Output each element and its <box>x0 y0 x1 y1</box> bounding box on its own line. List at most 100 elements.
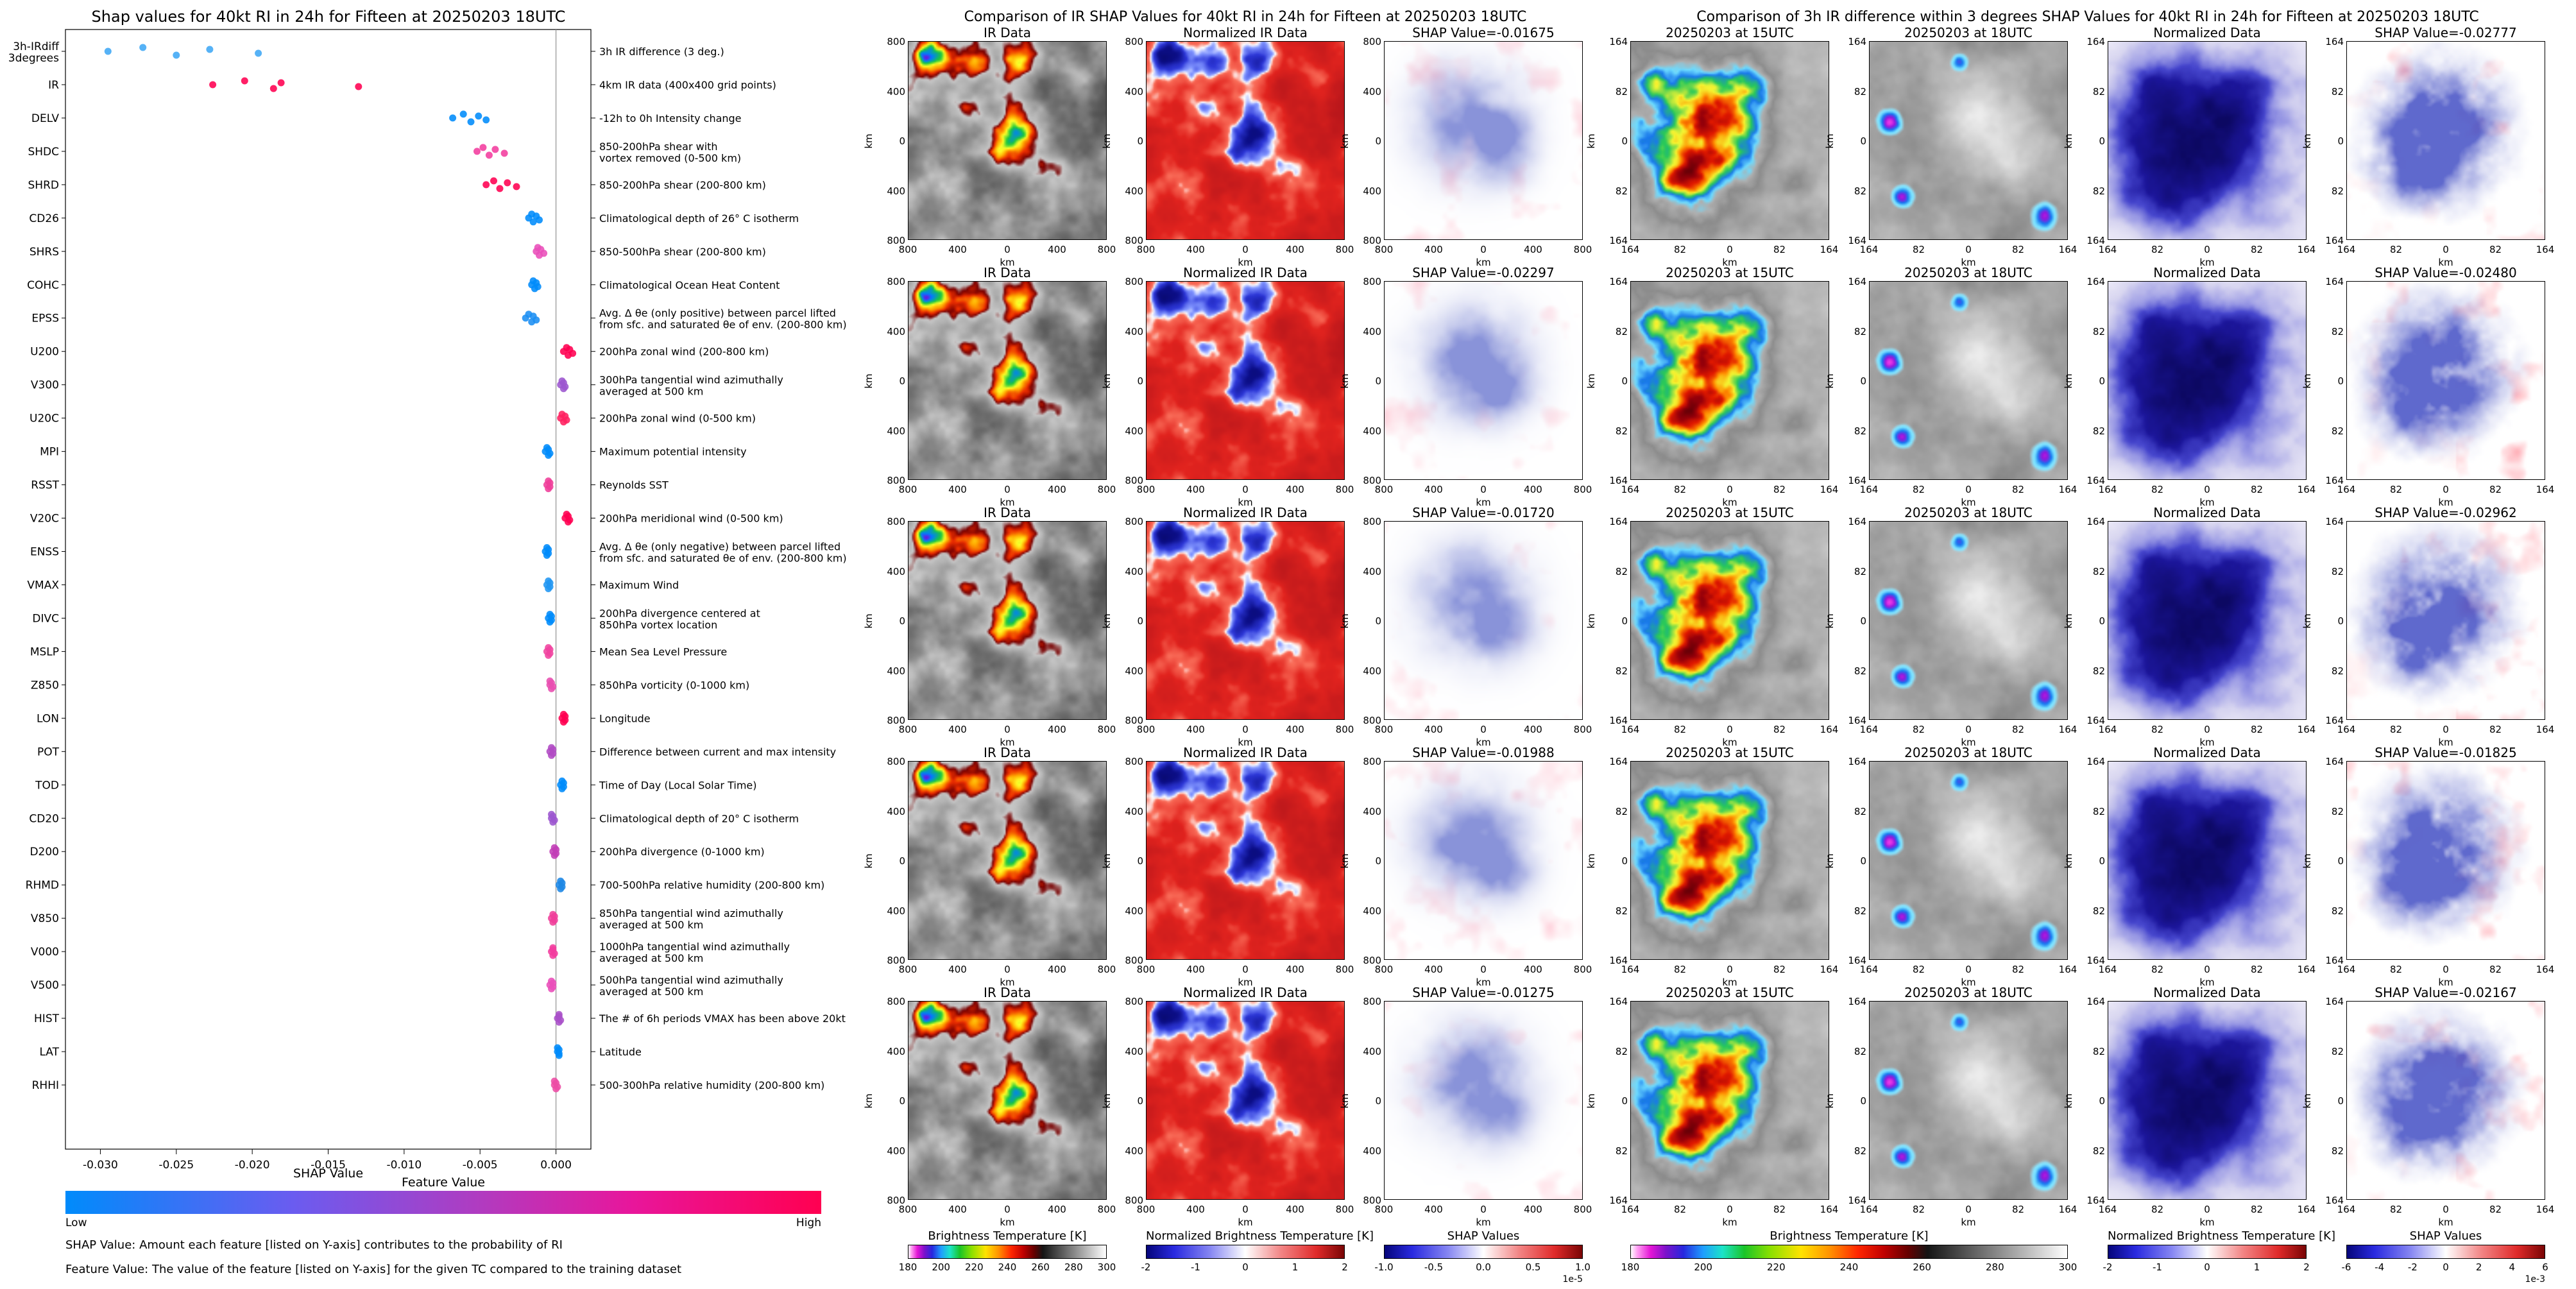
shap-point <box>173 51 180 59</box>
x-axis-label: km <box>2199 977 2215 988</box>
x-axis-label: km <box>1000 977 1015 988</box>
feature-name: DELV <box>31 112 59 125</box>
map-canvas-shap3 <box>2346 1001 2545 1200</box>
y-axis-label: km <box>1101 133 1113 149</box>
subplot-title: 20250203 at 15UTC <box>1666 745 1794 760</box>
y-tick-label: 800 <box>887 955 905 966</box>
subplot-title: 20250203 at 15UTC <box>1666 505 1794 520</box>
feature-description: Mean Sea Level Pressure <box>599 645 727 658</box>
colorbar-tick-label: 300 <box>1097 1261 1116 1273</box>
y-axis-label: km <box>1339 613 1351 629</box>
y-tick-label: 82 <box>2092 1145 2105 1157</box>
normir-subplot-row4: Normalized IR Data 800 800 400 400 0 0 400 400 80… <box>1101 745 1354 988</box>
y-tick-label: 82 <box>1615 85 1628 98</box>
shap-point <box>546 649 554 657</box>
map-canvas-ir15 <box>1630 281 1829 480</box>
shap-point <box>206 46 214 53</box>
x-axis-label: km <box>2199 257 2215 268</box>
shap-point <box>559 783 567 790</box>
y-tick-label: 164 <box>2086 756 2105 767</box>
x-tick-label: 0.000 <box>540 1159 572 1172</box>
shap-point <box>550 916 558 924</box>
x-axis-label: km <box>1476 1216 1491 1228</box>
y-tick-label: 0 <box>899 375 905 387</box>
x-tick-label: 82 <box>1773 724 1786 735</box>
x-axis-label: km <box>1961 257 1976 268</box>
feature-description: 200hPa meridional wind (0-500 km) <box>599 513 783 525</box>
colorbar-ticks: -1.0 -0.5 0.0 0.5 1.0 <box>1374 1261 1591 1273</box>
y-tick-label: 0 <box>1137 855 1143 867</box>
y-tick-label: 82 <box>1854 85 1866 98</box>
shap-point <box>479 144 487 151</box>
x-tick-label: 800 <box>1335 244 1354 255</box>
x-tick-label: 82 <box>2151 244 2164 255</box>
feature-name: HIST <box>34 1012 60 1025</box>
y-tick-label: 0 <box>2337 375 2344 387</box>
subplot-title: IR Data <box>984 985 1031 1000</box>
colorbar-tick-label: 0 <box>1242 1261 1249 1273</box>
y-tick-label: 164 <box>2325 715 2344 726</box>
x-tick-label: 164 <box>2536 484 2555 495</box>
x-tick-label: 82 <box>2489 724 2502 735</box>
y-axis-label: km <box>2063 133 2074 149</box>
x-tick-label: 82 <box>1773 964 1786 975</box>
norm3-subplot-row1: Normalized Data 164 164 82 82 0 0 82 82 164 164 km k… <box>2063 25 2316 268</box>
subplot-title: SHAP Value=-0.02962 <box>2375 505 2517 520</box>
subplot-title: SHAP Value=-0.01720 <box>1412 505 1555 520</box>
colorbar-gradient <box>1384 1245 1583 1259</box>
x-tick-label: 0 <box>2443 244 2449 255</box>
y-tick-label: 0 <box>899 135 905 147</box>
x-tick-label: 400 <box>1286 484 1304 495</box>
feature-description: Avg. Δ θe (only positive) between parcel… <box>599 307 847 331</box>
feature-description: Avg. Δ θe (only negative) between parcel… <box>599 541 847 565</box>
x-tick-label: 400 <box>1424 1204 1443 1215</box>
feature-name: V500 <box>31 979 59 992</box>
shap-point <box>355 83 363 90</box>
y-tick-label: 82 <box>1854 1145 1866 1157</box>
norm3-subplot-row5: Normalized Data 164 164 82 82 0 0 82 82 164 164 km k… <box>2063 985 2316 1228</box>
x-tick-label: 164 <box>2058 964 2077 975</box>
feature-description: 200hPa divergence (0-1000 km) <box>599 846 765 858</box>
feature-description: 850hPa vorticity (0-1000 km) <box>599 679 749 691</box>
y-tick-label: 82 <box>1854 185 1866 197</box>
shap-point <box>550 950 558 957</box>
x-axis-label: km <box>1238 497 1253 508</box>
colorbar-tick-label: 1.0 <box>1575 1261 1591 1273</box>
feature-name: RHHI <box>32 1079 59 1092</box>
y-tick-label: 82 <box>2092 565 2105 577</box>
colorbar-ticks: 180 200 220 240 260 280 300 <box>899 1261 1116 1273</box>
x-tick-label: 800 <box>898 964 917 975</box>
feature-description: Latitude <box>599 1046 642 1058</box>
x-axis-label: km <box>1476 977 1491 988</box>
x-axis-label: km <box>1000 1216 1015 1228</box>
y-tick-label: 82 <box>2092 905 2105 917</box>
subplot-title: SHAP Value=-0.01825 <box>2375 745 2517 760</box>
feature-name: CD20 <box>29 812 59 825</box>
x-tick-label: 82 <box>2151 964 2164 975</box>
x-tick-label: 400 <box>948 724 967 735</box>
feature-name: LAT <box>39 1046 59 1059</box>
y-tick-label: 0 <box>2337 1095 2344 1107</box>
feature-name: V20C <box>30 513 59 525</box>
x-tick-label: 0 <box>1242 1204 1249 1215</box>
x-tick-label: 164 <box>2098 1204 2117 1215</box>
x-tick-label: 400 <box>1524 724 1542 735</box>
y-axis-label: km <box>863 853 874 869</box>
map-canvas-ir <box>908 521 1107 720</box>
shap-point <box>533 316 540 324</box>
y-tick-label: 82 <box>2092 665 2105 677</box>
x-tick-label: 800 <box>1374 724 1394 735</box>
x-tick-label: 0 <box>1965 244 1972 255</box>
colorbar-gradient <box>2346 1245 2545 1259</box>
y-tick-label: 400 <box>1363 905 1381 917</box>
x-tick-label: 800 <box>1335 1204 1354 1215</box>
y-tick-label: 0 <box>1375 615 1381 627</box>
y-tick-label: 164 <box>2325 516 2344 527</box>
y-tick-label: 164 <box>2325 1195 2344 1206</box>
feature-description: 200hPa divergence centered at 850hPa vort… <box>599 607 760 631</box>
x-tick-label: 164 <box>1621 484 1640 495</box>
x-axis-label: km <box>1476 257 1491 268</box>
shapir-subplot-row1: SHAP Value=-0.01675 800 800 400 400 0 0 400 400 8… <box>1339 25 1592 268</box>
shap-point <box>473 148 481 155</box>
colorbar-tick-label: 240 <box>1839 1261 1859 1273</box>
